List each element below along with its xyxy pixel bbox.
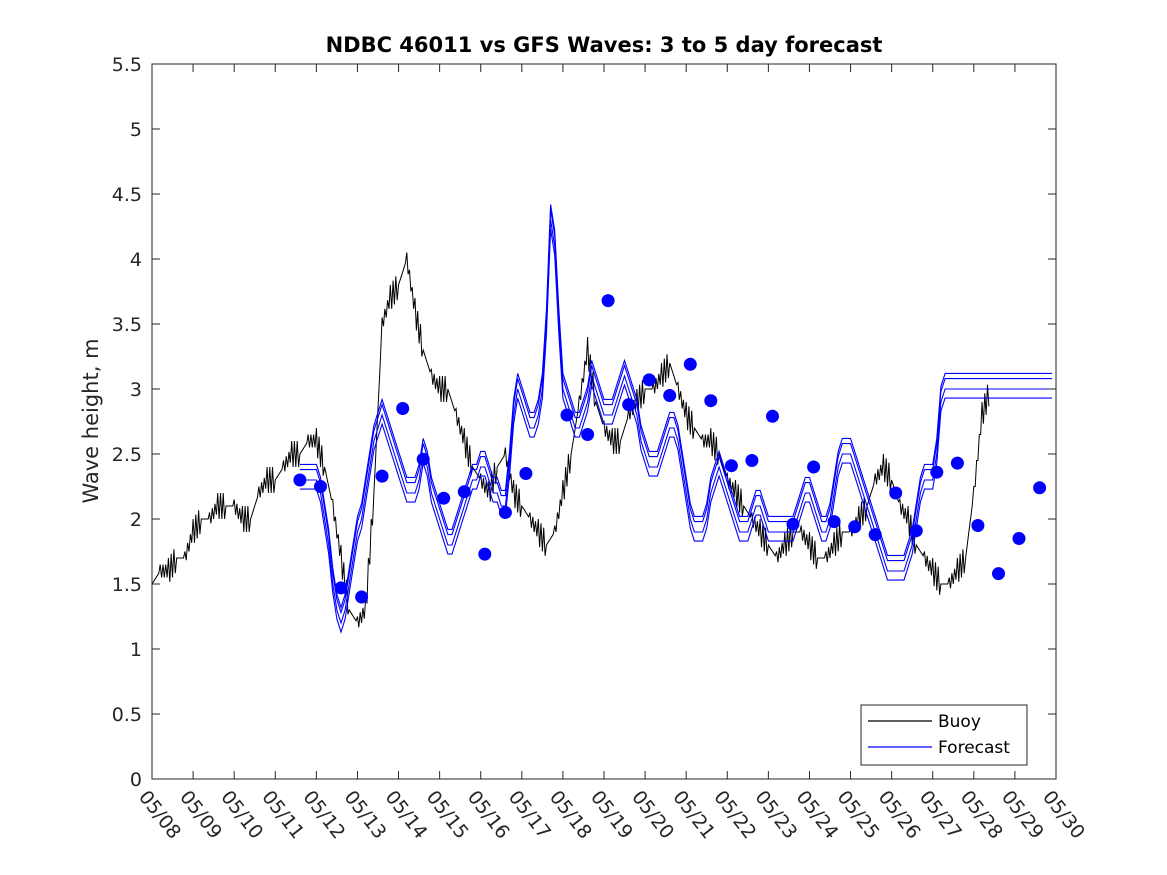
forecast-marker	[992, 567, 1005, 581]
legend-label-buoy: Buoy	[938, 712, 981, 732]
forecast-marker	[457, 485, 471, 499]
forecast-marker	[1033, 481, 1047, 495]
y-tick-label: 4	[130, 249, 142, 271]
y-axis-label: Wave height, m	[79, 338, 103, 503]
buoy-series-line	[151, 252, 990, 628]
forecast-marker	[560, 408, 574, 422]
x-tick-label: 05/24	[792, 787, 843, 844]
x-tick-label: 05/14	[381, 787, 432, 844]
x-tick-label: 05/27	[915, 787, 966, 844]
x-tick-label: 05/10	[216, 787, 267, 844]
forecast-series-line	[299, 209, 1052, 615]
forecast-marker	[909, 524, 923, 538]
chart-title: NDBC 46011 vs GFS Waves: 3 to 5 day fore…	[326, 33, 883, 57]
x-tick-label: 05/19	[586, 787, 637, 844]
x-tick-label: 05/11	[257, 787, 308, 844]
x-tick-label: 05/17	[504, 787, 555, 844]
forecast-marker	[745, 454, 759, 467]
forecast-marker	[807, 460, 821, 474]
y-tick-label: 3	[130, 379, 142, 401]
forecast-marker	[498, 506, 512, 519]
y-tick-label: 1	[130, 639, 142, 661]
forecast-marker	[375, 469, 389, 483]
x-tick-label: 05/16	[463, 787, 514, 844]
forecast-marker	[766, 409, 779, 423]
forecast-marker	[437, 491, 451, 505]
forecast-marker	[334, 581, 348, 595]
x-tick-label: 05/26	[874, 787, 925, 844]
x-tick-label: 05/23	[750, 787, 801, 844]
forecast-marker	[581, 428, 595, 441]
y-tick-label: 0	[130, 769, 142, 791]
x-tick-label: 05/30	[1038, 787, 1089, 844]
y-tick-label: 4.5	[112, 184, 142, 206]
forecast-marker	[683, 357, 697, 371]
x-tick-label: 05/29	[997, 787, 1048, 844]
x-tick-label: 05/25	[833, 787, 884, 844]
forecast-marker	[478, 547, 492, 561]
forecast-marker	[663, 389, 677, 402]
y-tick-label: 3.5	[112, 314, 142, 336]
forecast-marker	[827, 515, 841, 529]
x-tick-label: 05/22	[709, 787, 760, 844]
legend: Buoy Forecast	[860, 704, 1028, 766]
y-tick-label: 2	[130, 509, 142, 531]
forecast-marker	[355, 590, 369, 604]
y-tick-label: 5	[130, 119, 142, 141]
legend-label-forecast: Forecast	[938, 738, 1010, 758]
forecast-marker	[786, 517, 800, 531]
x-tick-label: 05/28	[956, 787, 1007, 844]
y-tick-label: 2.5	[112, 444, 142, 466]
x-tick-label: 05/12	[298, 787, 349, 844]
forecast-marker	[642, 373, 656, 387]
forecast-marker	[519, 467, 533, 480]
y-tick-label: 0.5	[112, 704, 142, 726]
x-tick-label: 05/20	[627, 787, 678, 844]
forecast-marker	[293, 473, 307, 487]
forecast-marker	[971, 519, 985, 532]
forecast-marker	[848, 520, 862, 534]
forecast-marker	[889, 486, 903, 500]
forecast-marker	[314, 480, 327, 493]
x-tick-label: 05/21	[668, 787, 719, 844]
forecast-marker	[396, 402, 410, 415]
forecast-marker	[704, 394, 718, 408]
forecast-marker	[622, 398, 636, 412]
forecast-marker	[868, 528, 882, 542]
y-tick-label: 1.5	[112, 574, 142, 596]
forecast-marker	[724, 459, 738, 473]
forecast-marker	[601, 294, 615, 308]
x-tick-label: 05/15	[422, 787, 473, 844]
forecast-marker	[950, 456, 964, 470]
x-tick-label: 05/13	[340, 787, 391, 844]
x-tick-label: 05/08	[134, 787, 185, 844]
forecast-marker	[930, 465, 944, 479]
x-tick-label: 05/18	[545, 787, 596, 844]
y-tick-label: 5.5	[112, 54, 142, 76]
x-tick-label: 05/09	[175, 787, 226, 844]
forecast-series-line	[299, 204, 1052, 610]
forecast-marker	[1012, 532, 1026, 545]
legend-box	[860, 704, 1028, 766]
forecast-series-line	[299, 229, 1052, 634]
forecast-marker	[416, 452, 430, 466]
